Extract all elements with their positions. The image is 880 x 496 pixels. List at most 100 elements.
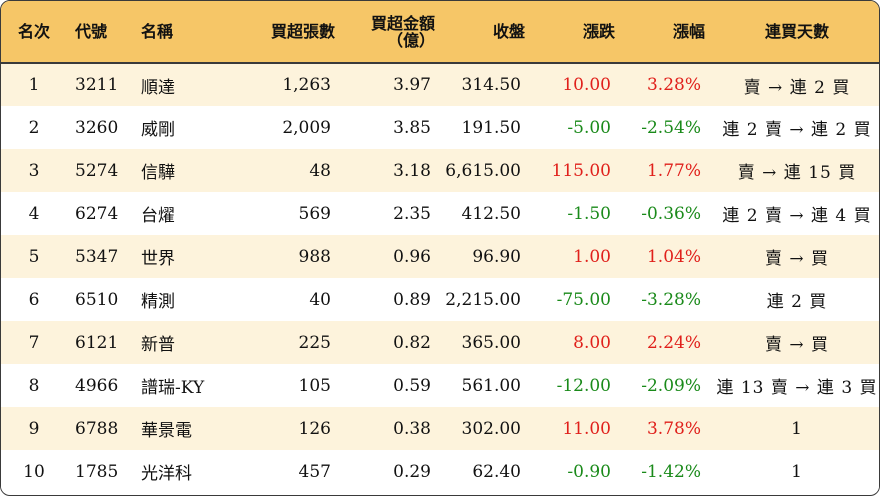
header-net-amount-line2: （億）	[386, 30, 435, 50]
cell-streak: 連 2 賣 → 連 4 買	[722, 206, 872, 226]
cell-rank: 7	[28, 332, 40, 353]
cell-change-pct: -2.54%	[641, 117, 701, 138]
cell-net-lots: 105	[298, 375, 331, 396]
cell-change-pct: 1.04%	[646, 246, 701, 267]
cell-code: 5274	[75, 160, 119, 181]
header-rank: 名次	[1, 1, 67, 64]
header-name: 名稱	[135, 1, 245, 64]
cell-close: 365.00	[461, 332, 521, 353]
cell-change: -12.00	[556, 375, 611, 396]
cell-net-lots: 48	[309, 160, 331, 181]
table-row: 2 3260 威剛 2,009 3.85 191.50 -5.00 -2.54% 連 2 賣 →…	[1, 106, 879, 149]
cell-net-lots: 126	[298, 418, 331, 439]
cell-code: 6274	[75, 203, 119, 224]
cell-name: 台燿	[141, 206, 175, 226]
cell-code: 6788	[75, 418, 119, 439]
cell-change-pct: 2.24%	[646, 332, 701, 353]
cell-name: 威剛	[141, 120, 175, 140]
cell-rank: 10	[23, 461, 45, 482]
cell-net-amount: 3.97	[393, 75, 431, 95]
cell-net-amount: 0.38	[393, 418, 431, 439]
header-close: 收盤	[445, 1, 535, 64]
cell-name: 信驊	[141, 163, 175, 183]
cell-net-lots: 1,263	[282, 75, 331, 95]
cell-name: 順達	[141, 77, 175, 98]
cell-change-pct: -2.09%	[641, 375, 701, 396]
cell-net-lots: 457	[298, 461, 331, 482]
cell-change-pct: 3.78%	[646, 418, 701, 439]
table-row: 8 4966 譜瑞-KY 105 0.59 561.00 -12.00 -2.09% 連 13 …	[1, 364, 879, 407]
cell-code: 6121	[75, 332, 119, 353]
cell-streak: 連 2 賣 → 連 2 買	[722, 120, 872, 140]
cell-rank: 8	[28, 375, 40, 396]
cell-change: -75.00	[556, 289, 611, 310]
cell-net-amount: 0.82	[393, 332, 431, 353]
cell-net-amount: 0.59	[393, 375, 431, 396]
cell-streak: 1	[791, 461, 803, 482]
header-net-amount-line1: 買超金額	[370, 13, 435, 33]
cell-name: 華景電	[141, 421, 192, 441]
cell-change: -5.00	[567, 117, 611, 138]
cell-rank: 9	[28, 418, 40, 439]
cell-rank: 6	[28, 289, 40, 310]
header-change-pct: 漲幅	[625, 1, 715, 64]
cell-rank: 2	[28, 117, 40, 138]
cell-net-amount: 3.18	[393, 160, 431, 181]
cell-close: 62.40	[472, 461, 521, 482]
cell-net-lots: 2,009	[282, 117, 331, 138]
cell-rank: 4	[28, 203, 40, 224]
cell-net-amount: 0.29	[393, 461, 431, 482]
table-header-row: 名次 代號 名稱 買超張數 買超金額 （億） 收盤 漲跌 漲幅 連買天數	[1, 1, 879, 64]
cell-close: 314.50	[461, 75, 521, 95]
cell-name: 新普	[141, 335, 175, 355]
header-code: 代號	[67, 1, 135, 64]
cell-close: 412.50	[461, 203, 521, 224]
cell-net-amount: 0.96	[393, 246, 431, 267]
cell-streak: 賣 → 連 2 買	[743, 77, 851, 98]
cell-close: 561.00	[461, 375, 521, 396]
cell-change: 10.00	[562, 75, 611, 95]
cell-change: 1.00	[573, 246, 611, 267]
cell-change: 115.00	[551, 160, 611, 181]
cell-net-lots: 988	[298, 246, 331, 267]
cell-net-amount: 0.89	[393, 289, 431, 310]
cell-close: 2,215.00	[445, 289, 521, 310]
cell-streak: 賣 → 買	[764, 335, 830, 355]
table-row: 6 6510 精測 40 0.89 2,215.00 -75.00 -3.28% 連 2 買	[1, 278, 879, 321]
cell-code: 1785	[75, 461, 119, 482]
cell-name: 譜瑞-KY	[141, 378, 205, 398]
cell-rank: 5	[28, 246, 40, 267]
cell-name: 精測	[141, 292, 175, 312]
cell-change-pct: -1.42%	[641, 461, 701, 482]
table-row: 10 1785 光洋科 457 0.29 62.40 -0.90 -1.42% 1	[1, 450, 879, 493]
cell-close: 191.50	[461, 117, 521, 138]
cell-close: 6,615.00	[445, 160, 521, 181]
cell-streak: 賣 → 買	[764, 249, 830, 269]
cell-rank: 1	[28, 75, 40, 95]
table-row: 9 6788 華景電 126 0.38 302.00 11.00 3.78% 1	[1, 407, 879, 450]
cell-code: 3260	[75, 117, 119, 138]
cell-change-pct: 1.77%	[646, 160, 701, 181]
cell-code: 3211	[75, 75, 119, 95]
cell-code: 4966	[75, 375, 119, 396]
cell-change-pct: 3.28%	[646, 75, 701, 95]
cell-close: 96.90	[472, 246, 521, 267]
cell-change: 11.00	[562, 418, 611, 439]
cell-streak: 連 13 賣 → 連 3 買	[716, 378, 878, 398]
header-change: 漲跌	[535, 1, 625, 64]
table-row: 3 5274 信驊 48 3.18 6,615.00 115.00 1.77% 賣 → 連 15…	[1, 149, 879, 192]
cell-net-lots: 569	[298, 203, 331, 224]
table-row: 1 3211 順達 1,263 3.97 314.50 10.00 3.28% 賣 → 連 2 …	[1, 63, 879, 106]
cell-net-lots: 40	[309, 289, 331, 310]
cell-streak: 賣 → 連 15 買	[737, 163, 857, 183]
cell-name: 世界	[141, 249, 175, 269]
cell-name: 光洋科	[141, 464, 192, 484]
table-row: 4 6274 台燿 569 2.35 412.50 -1.50 -0.36% 連 2 賣 → 連…	[1, 192, 879, 235]
header-net-amount: 買超金額 （億）	[345, 1, 445, 64]
cell-code: 6510	[75, 289, 119, 310]
cell-change: 8.00	[573, 332, 611, 353]
cell-streak: 連 2 買	[766, 292, 828, 312]
cell-change-pct: -0.36%	[641, 203, 701, 224]
cell-rank: 3	[28, 160, 40, 181]
